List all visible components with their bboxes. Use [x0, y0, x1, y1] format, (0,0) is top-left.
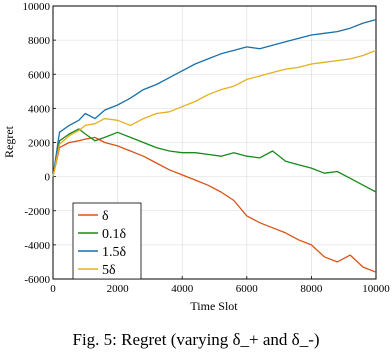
legend: δ 0.1δ 1.5δ 5δ: [72, 202, 142, 280]
x-axis-ticks: 0 2000 4000 6000 8000 10000: [50, 276, 390, 295]
legend-label-2: 1.5δ: [102, 245, 127, 260]
y-tick-label: 0: [45, 172, 51, 184]
y-tick-label: 6000: [28, 69, 51, 81]
figure-caption: Fig. 5: Regret (varying δ_+ and δ_-): [72, 330, 319, 349]
y-axis-label: Regret: [2, 125, 16, 158]
x-tick-label: 2000: [107, 283, 130, 295]
x-tick-label: 6000: [236, 283, 259, 295]
series-line-3: [52, 49, 377, 177]
legend-label-1: 0.1δ: [102, 227, 127, 242]
y-tick-label: -4000: [24, 240, 50, 252]
y-axis-ticks: -6000 -4000 -2000 0 2000 4000 6000 8000 10000: [23, 1, 56, 286]
series-line-1: [52, 128, 377, 193]
y-tick-label: 8000: [28, 35, 51, 47]
legend-label-0: δ: [102, 209, 109, 224]
y-tick-label: -2000: [24, 206, 50, 218]
y-tick-label: 10000: [23, 1, 51, 13]
series-lines: [52, 18, 377, 273]
y-tick-label: 2000: [28, 138, 51, 150]
y-tick-label: -6000: [24, 274, 50, 286]
x-tick-label: 0: [50, 283, 56, 295]
x-tick-label: 8000: [300, 283, 323, 295]
y-tick-label: 4000: [28, 103, 51, 115]
x-tick-label: 10000: [362, 283, 390, 295]
x-axis-label: Time Slot: [190, 299, 238, 313]
series-line-0: [52, 136, 377, 273]
legend-label-3: 5δ: [102, 263, 116, 278]
x-tick-label: 4000: [171, 283, 194, 295]
series-line-2: [52, 18, 377, 177]
